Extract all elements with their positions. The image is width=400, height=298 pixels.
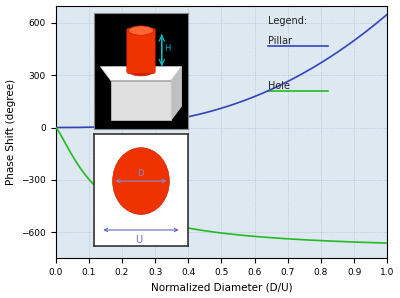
Text: Hole: Hole xyxy=(268,81,290,91)
Y-axis label: Phase Shift (degree): Phase Shift (degree) xyxy=(6,79,16,185)
Text: Pillar: Pillar xyxy=(268,36,292,46)
Text: Legend:: Legend: xyxy=(268,16,307,26)
X-axis label: Normalized Diameter (D/U): Normalized Diameter (D/U) xyxy=(151,283,292,292)
